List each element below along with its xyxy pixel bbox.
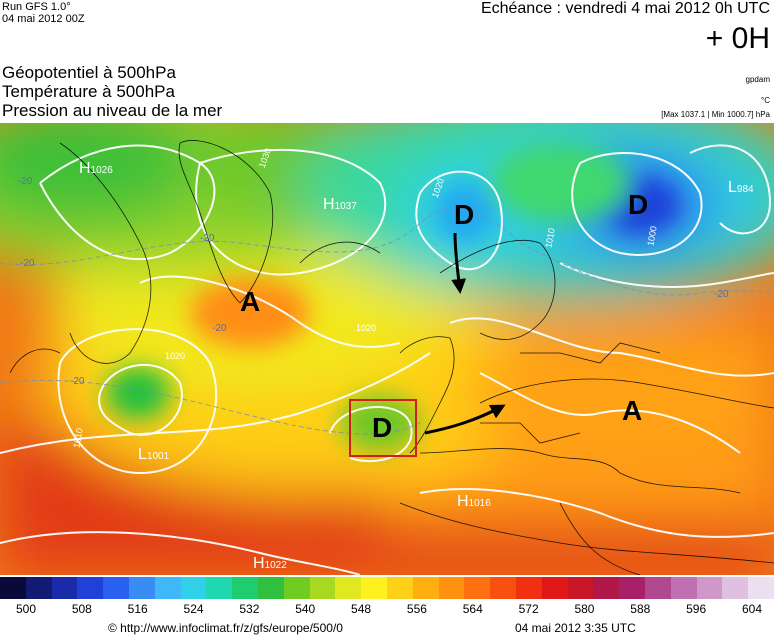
legend-swatch [232,577,259,599]
legend-swatch [516,577,543,599]
forecast-offset: + 0H [705,22,770,55]
footer-credit: © http://www.infoclimat.fr/z/gfs/europe/… [108,621,343,635]
legend-swatch [696,577,723,599]
legend-swatch [361,577,388,599]
isotherms [0,209,774,435]
echeance-label: Echéance : vendredi 4 mai 2012 0h UTC [480,0,770,17]
unit-gpdam: gpdam [745,75,770,84]
legend-swatch [180,577,207,599]
legend-swatch [77,577,104,599]
run-label: Run GFS 1.0° [2,1,71,13]
legend-ticks: 500 508 516 524 532 540 548 556 564 572 580 588 596 6… [0,602,774,618]
title-line-3: Pression au niveau de la mer [2,101,223,120]
legend-tick-label: 556 [406,602,427,616]
legend-swatch [0,577,27,599]
run-date: 04 mai 2012 00Z [2,13,85,25]
legend-swatch [464,577,491,599]
legend-swatch [567,577,594,599]
legend-tick-label: 572 [518,602,539,616]
legend-tick-label: 532 [239,602,260,616]
legend-swatch [748,577,774,599]
legend-swatch [412,577,440,599]
title-line-1: Géopotentiel à 500hPa [2,63,176,82]
legend-tick-label: 604 [741,602,763,616]
legend-swatch [645,577,672,599]
max-min-pressure: [Max 1037.1 | Min 1000.7] hPa [661,110,770,119]
legend-swatch [619,577,646,599]
legend-swatch [154,577,182,599]
legend-tick-label: 548 [351,602,372,616]
legend-swatch [722,577,749,599]
legend-swatch [103,577,130,599]
legend-swatch [387,577,414,599]
legend-swatch [438,577,465,599]
legend-tick-label: 580 [574,602,595,616]
coastlines [9,140,774,575]
legend-swatch [25,577,53,599]
highlight-box [349,399,417,457]
legend-tick-label: 508 [71,602,92,616]
legend-swatch [283,577,311,599]
title-line-2: Température à 500hPa [2,82,175,101]
legend-tick-label: 588 [630,602,651,616]
legend-tick-label: 540 [295,602,316,616]
legend-swatch [129,577,156,599]
footer-date: 04 mai 2012 3:35 UTC [515,621,636,635]
weather-map [0,123,774,575]
legend-swatch [309,577,336,599]
legend-colorbar [0,577,774,599]
legend-tick-label: 596 [686,602,707,616]
legend-tick-label: 516 [127,602,148,616]
arrow-east [424,404,506,435]
legend-tick-label: 500 [15,602,37,616]
legend-swatch [670,577,698,599]
legend-swatch [258,577,285,599]
legend-swatch [206,577,233,599]
legend-swatch [51,577,78,599]
arrow-south [451,232,467,294]
legend-swatch [335,577,362,599]
legend-tick-label: 564 [462,602,483,616]
legend-swatch [593,577,620,599]
legend-swatch [490,577,517,599]
isobars [0,144,774,575]
legend-swatch [541,577,569,599]
unit-celsius: °C [761,96,770,105]
legend-tick-label: 524 [183,602,204,616]
geopotential-field [0,123,774,575]
